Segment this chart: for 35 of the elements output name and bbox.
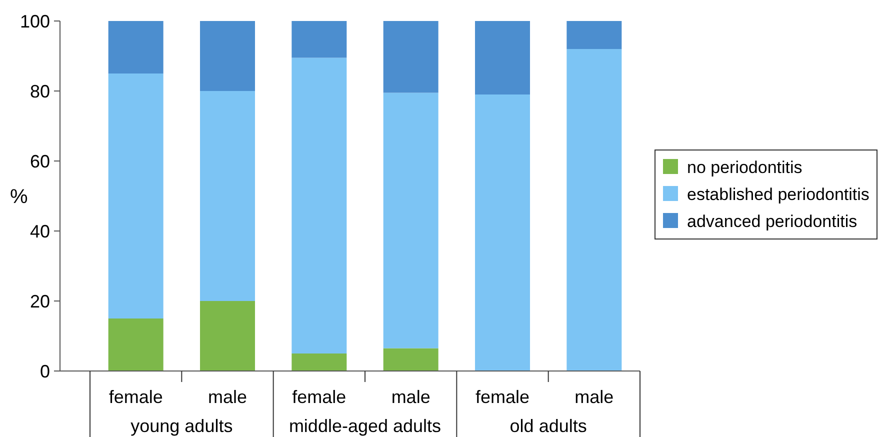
- bar: [475, 21, 530, 94]
- bar: [383, 21, 438, 93]
- text: middle-aged adults: [288, 416, 442, 436]
- text: young adults: [130, 416, 233, 436]
- y-tick-label: 40: [30, 221, 50, 242]
- bar: [475, 94, 530, 371]
- bar: [108, 74, 164, 318]
- bar: [108, 21, 164, 74]
- y-tick-label: 20: [30, 291, 50, 312]
- bar: [383, 92, 438, 348]
- bar: [200, 91, 255, 301]
- y-tick-label: 80: [30, 81, 50, 102]
- text: old adults: [510, 416, 587, 436]
- legend-label: established periodontitis: [687, 184, 870, 204]
- x-tick-label: female: [292, 387, 346, 407]
- bar: [383, 348, 438, 371]
- x-tick-label: female: [475, 387, 530, 407]
- bar: [292, 21, 347, 58]
- x-tick-label: female: [108, 387, 163, 407]
- x-tick-label: male: [391, 387, 430, 407]
- bar: [200, 21, 255, 91]
- bar: [566, 21, 622, 49]
- bar: [292, 354, 347, 371]
- legend-label: advanced periodontitis: [687, 212, 858, 231]
- bar: [566, 49, 622, 371]
- bar: [200, 301, 255, 371]
- y-tick-label: 100: [20, 11, 50, 32]
- x-tick-label: male: [208, 387, 248, 407]
- y-tick-label: 0: [40, 361, 50, 382]
- bar: [108, 318, 164, 371]
- bar: [292, 58, 347, 354]
- y-tick-label: 60: [30, 151, 50, 172]
- y-axis-title: %: [10, 186, 28, 208]
- x-tick-label: male: [574, 387, 614, 407]
- legend-label: no periodontitis: [687, 158, 802, 177]
